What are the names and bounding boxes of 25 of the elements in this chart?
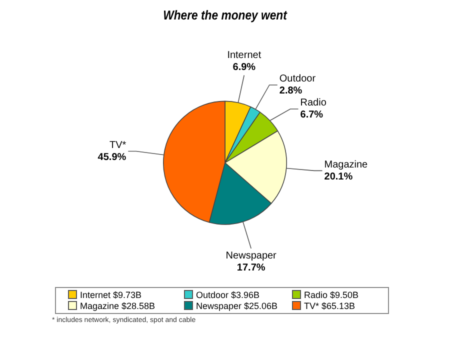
- legend-label: Internet: [80, 290, 111, 300]
- slice-label: Newspaper: [226, 250, 278, 262]
- data-label: $65.13B: [320, 301, 356, 311]
- legend-label: Radio: [304, 290, 328, 300]
- chart-title: Where the money went: [163, 8, 288, 23]
- legend-label: TV*: [304, 301, 320, 311]
- legend-label: Newspaper: [196, 301, 242, 311]
- text: 6.7%: [300, 110, 324, 121]
- legend-label: Outdoor: [196, 290, 229, 300]
- data-label: $25.06B: [243, 301, 278, 311]
- text: 2.8%: [279, 86, 302, 97]
- slice-label: Magazine: [324, 159, 368, 170]
- legend-label: Magazine: [80, 301, 120, 311]
- text: 17.7%: [236, 262, 266, 274]
- data-label: $28.58B: [120, 301, 156, 311]
- text: 45.9%: [98, 152, 126, 163]
- slice-label: Outdoor: [279, 74, 316, 85]
- slice-label: TV*: [109, 140, 126, 151]
- data-label: $3.96B: [230, 290, 260, 300]
- text: 20.1%: [324, 171, 353, 182]
- category-label: Internet: [227, 50, 262, 62]
- data-label: $9.50B: [329, 290, 359, 300]
- text: 6.9%: [232, 62, 256, 74]
- slice-label: Radio: [300, 98, 327, 109]
- data-label: $9.73B: [112, 290, 142, 300]
